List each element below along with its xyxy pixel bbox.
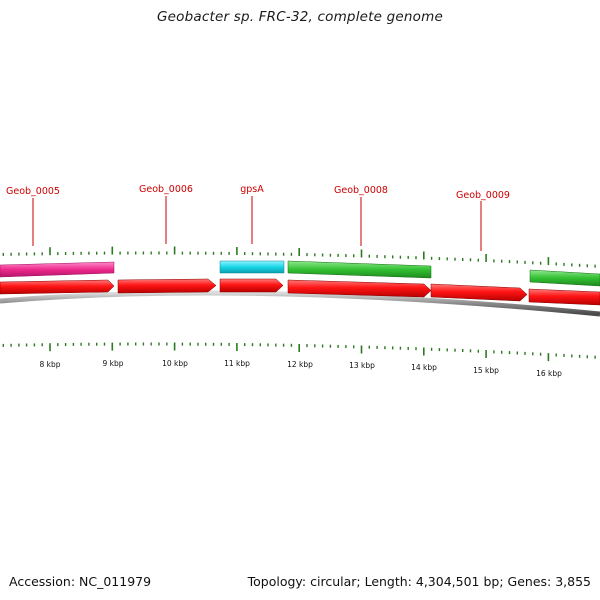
lower-tick-row [2,342,596,362]
scale-label: 11 kbp [224,359,250,368]
accession-text: Accession: NC_011979 [9,574,152,589]
scale-label: 8 kbp [39,360,60,369]
gene-label: gpsA [240,184,264,195]
map-title: Geobacter sp. FRC-32, complete genome [156,9,443,25]
cds-arrow [287,279,432,298]
feature-magenta [0,261,115,278]
feature-green [287,260,432,279]
upper-tick-row [2,246,596,268]
feature-cyan [219,260,285,274]
gene-label: Geob_0006 [139,184,193,195]
scale-label: 13 kbp [349,361,375,370]
genome-summary: Topology: circular; Length: 4,304,501 bp… [247,574,591,589]
cds-arrow [528,288,600,306]
cds-arrow [117,278,217,294]
scale-label: 16 kbp [536,369,562,378]
backbone-arc [0,290,600,317]
scale-label: 10 kbp [162,359,188,368]
gene-label: Geob_0009 [456,190,510,201]
cds-arrow [219,278,284,293]
cds-arrow [430,283,528,302]
scale-label: 9 kbp [102,359,123,368]
gene-label: Geob_0008 [334,185,388,196]
gene-label: Geob_0005 [6,186,60,197]
cds-arrow [0,279,115,295]
scale-label: 14 kbp [411,363,437,372]
scale-label: 15 kbp [473,366,499,375]
scale-label: 12 kbp [287,360,313,369]
feature-green [529,269,600,287]
